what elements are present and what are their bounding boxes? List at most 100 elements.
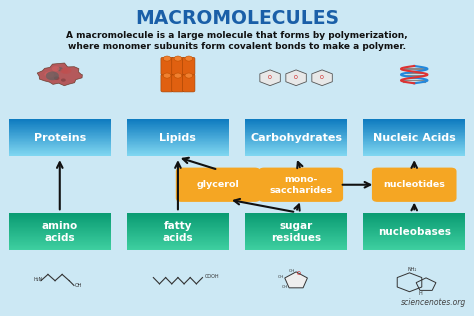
Bar [245,234,347,235]
Bar [127,233,229,234]
Bar [9,241,110,243]
Bar [364,216,465,217]
Bar [127,242,229,243]
Bar [9,244,110,245]
Bar [127,130,229,131]
Bar [245,249,347,250]
Bar [245,122,347,124]
Bar [127,241,229,243]
Bar [9,217,110,219]
Circle shape [57,67,63,71]
Bar [364,141,465,143]
Bar [364,217,465,218]
Bar [364,233,465,234]
Bar [127,128,229,129]
Bar [127,245,229,246]
Bar [364,240,465,241]
Bar [127,153,229,155]
Bar [364,155,465,156]
Bar [245,247,347,248]
Bar [245,145,347,146]
Bar [127,147,229,149]
Bar [245,133,347,134]
Bar [127,216,229,217]
Bar [245,225,347,227]
Bar [245,240,347,241]
Bar [9,219,110,221]
Bar [245,145,347,147]
Bar [127,141,229,142]
Bar [9,220,110,221]
FancyBboxPatch shape [172,74,184,92]
Bar [9,142,110,143]
Bar [245,221,347,222]
Bar [364,146,465,147]
Bar [364,125,465,126]
Bar [245,140,347,141]
Bar [9,142,110,143]
Bar [127,131,229,132]
Circle shape [46,71,59,80]
Bar [9,243,110,244]
Circle shape [163,73,171,78]
Bar [127,124,229,125]
Bar [245,138,347,139]
Bar [9,124,110,125]
Bar [245,219,347,221]
Bar [364,147,465,149]
Bar [9,129,110,130]
Bar [245,139,347,140]
Text: fatty
acids: fatty acids [163,221,193,243]
Bar [9,147,110,148]
Bar [364,137,465,139]
Bar [245,123,347,124]
Bar [127,229,229,231]
Bar [245,239,347,240]
Bar [9,155,110,156]
Bar [127,221,229,222]
Bar [364,229,465,230]
Bar [364,121,465,122]
Bar [9,130,110,131]
Bar [245,233,347,234]
Bar [364,153,465,155]
Bar [364,135,465,136]
Bar [127,141,229,143]
Bar [127,148,229,149]
Bar [245,233,347,234]
Bar [127,132,229,133]
Text: Nucleic Acids: Nucleic Acids [373,132,456,143]
Bar [9,213,110,215]
Bar [127,153,229,154]
Bar [127,247,229,248]
Bar [9,218,110,219]
Bar [9,231,110,233]
Bar [364,221,465,222]
Bar [245,135,347,136]
Bar [364,149,465,151]
Bar [127,222,229,223]
Bar [245,230,347,231]
Bar [9,246,110,247]
Bar [245,144,347,145]
Bar [245,215,347,216]
Bar [9,234,110,235]
Bar [245,153,347,155]
Bar [127,154,229,155]
Bar [364,119,465,120]
Bar [245,142,347,143]
Bar [245,135,347,136]
Bar [364,131,465,132]
Bar [364,234,465,235]
Bar [245,223,347,224]
Bar [9,138,110,139]
Bar [127,219,229,220]
Bar [127,150,229,151]
Bar [127,143,229,144]
Bar [364,221,465,222]
Bar [9,130,110,131]
Bar [127,216,229,217]
Bar [9,119,110,121]
Bar [127,151,229,153]
Bar [127,126,229,127]
